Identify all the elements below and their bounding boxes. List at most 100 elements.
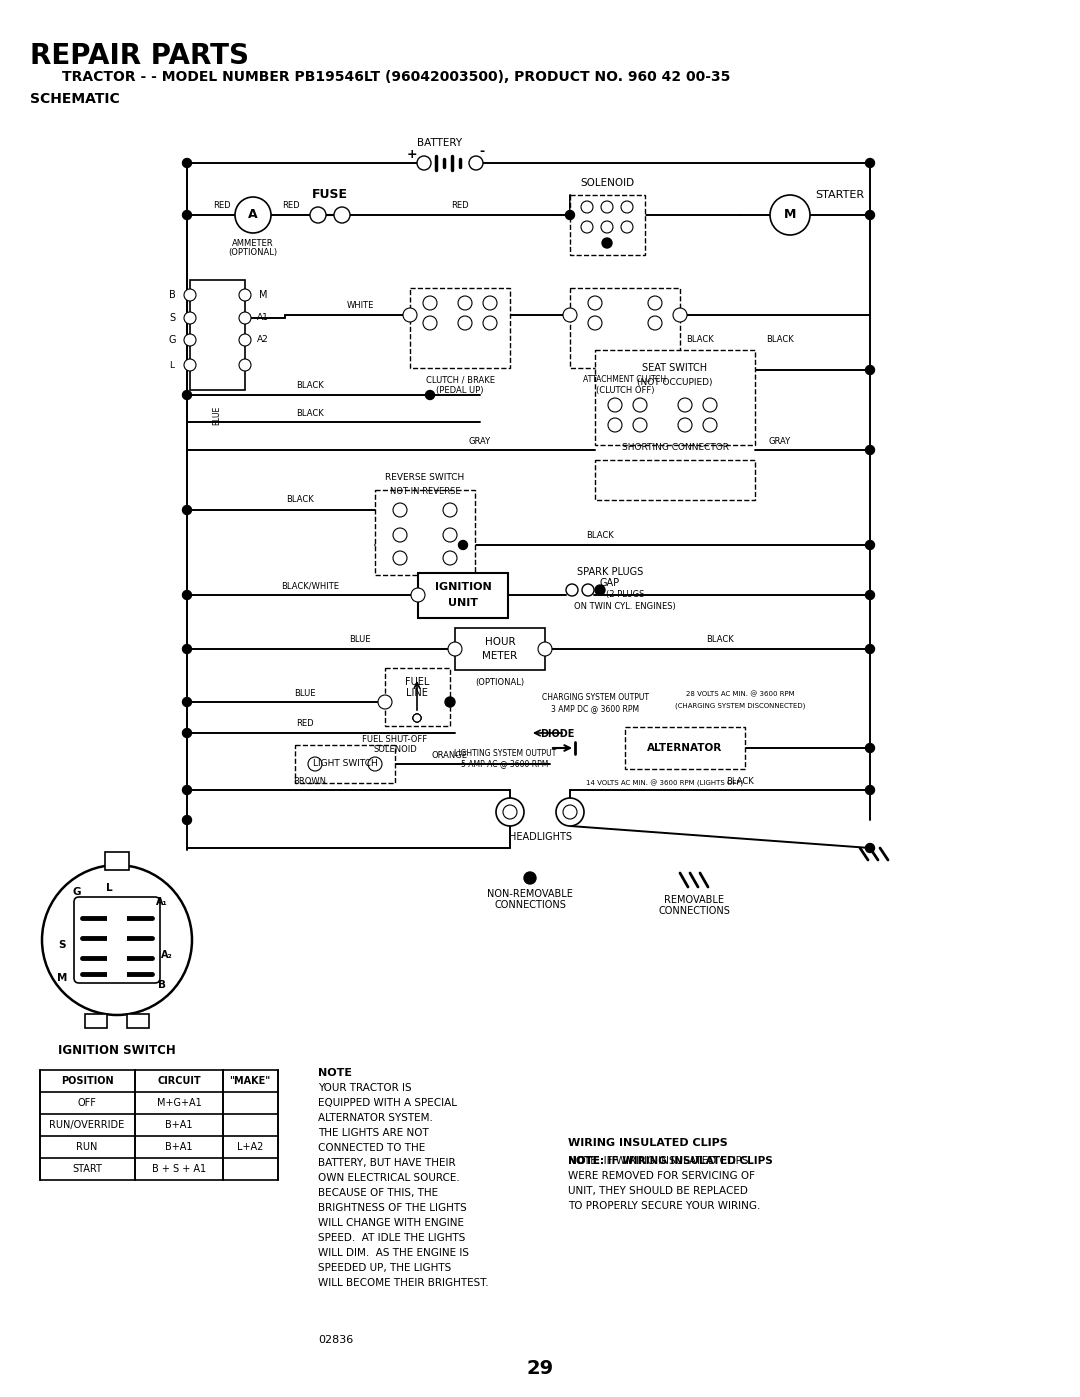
Circle shape bbox=[403, 307, 417, 321]
Circle shape bbox=[770, 196, 810, 235]
Text: SOLENOID: SOLENOID bbox=[580, 177, 634, 189]
Text: BATTERY: BATTERY bbox=[418, 138, 462, 148]
Circle shape bbox=[411, 588, 426, 602]
Text: BLACK: BLACK bbox=[766, 335, 794, 345]
Circle shape bbox=[417, 156, 431, 170]
Circle shape bbox=[235, 197, 271, 233]
Text: M: M bbox=[259, 291, 267, 300]
Text: A₂: A₂ bbox=[161, 950, 173, 960]
Circle shape bbox=[423, 316, 437, 330]
Text: REPAIR PARTS: REPAIR PARTS bbox=[30, 42, 249, 70]
Text: TRACTOR - - MODEL NUMBER PB19546LT (96042003500), PRODUCT NO. 960 42 00-35: TRACTOR - - MODEL NUMBER PB19546LT (9604… bbox=[62, 70, 730, 84]
Text: 02836: 02836 bbox=[318, 1336, 353, 1345]
Circle shape bbox=[239, 289, 251, 300]
Text: L: L bbox=[106, 883, 112, 893]
Bar bbox=[570, 288, 680, 367]
Circle shape bbox=[184, 312, 195, 324]
Text: ATTACHMENT CLUTCH: ATTACHMENT CLUTCH bbox=[583, 376, 666, 384]
Circle shape bbox=[581, 221, 593, 233]
Circle shape bbox=[378, 694, 392, 710]
Text: M: M bbox=[57, 972, 67, 983]
Circle shape bbox=[183, 506, 191, 514]
Text: METER: METER bbox=[483, 651, 517, 661]
Circle shape bbox=[703, 398, 717, 412]
Text: BLACK: BLACK bbox=[706, 636, 734, 644]
Circle shape bbox=[865, 743, 875, 753]
Circle shape bbox=[865, 844, 875, 852]
Circle shape bbox=[413, 714, 421, 722]
Circle shape bbox=[413, 714, 421, 722]
Circle shape bbox=[413, 714, 421, 722]
Text: UNIT: UNIT bbox=[448, 598, 478, 608]
Text: -: - bbox=[480, 145, 485, 158]
Text: LINE: LINE bbox=[406, 687, 428, 698]
Text: WIRING INSULATED CLIPS: WIRING INSULATED CLIPS bbox=[568, 1139, 728, 1148]
Text: BLACK: BLACK bbox=[686, 335, 714, 345]
Text: SOLENOID: SOLENOID bbox=[373, 746, 417, 754]
Circle shape bbox=[703, 418, 717, 432]
Circle shape bbox=[582, 584, 594, 597]
FancyBboxPatch shape bbox=[75, 897, 160, 983]
Circle shape bbox=[443, 528, 457, 542]
Bar bbox=[85, 1014, 107, 1028]
Text: ALTERNATOR: ALTERNATOR bbox=[647, 743, 723, 753]
Text: BRIGHTNESS OF THE LIGHTS: BRIGHTNESS OF THE LIGHTS bbox=[318, 1203, 467, 1213]
Text: OWN ELECTRICAL SOURCE.: OWN ELECTRICAL SOURCE. bbox=[318, 1173, 460, 1183]
Text: CONNECTIONS: CONNECTIONS bbox=[494, 900, 566, 909]
Text: B+A1: B+A1 bbox=[165, 1120, 192, 1130]
Text: STARTER: STARTER bbox=[815, 190, 865, 200]
Circle shape bbox=[483, 296, 497, 310]
Circle shape bbox=[239, 312, 251, 324]
Text: SHORTING CONNECTOR: SHORTING CONNECTOR bbox=[621, 443, 729, 453]
Text: L: L bbox=[170, 360, 175, 369]
Bar bbox=[625, 726, 745, 768]
Circle shape bbox=[608, 418, 622, 432]
Circle shape bbox=[458, 296, 472, 310]
Text: BLACK: BLACK bbox=[296, 381, 324, 391]
Circle shape bbox=[865, 211, 875, 219]
Text: ON TWIN CYL. ENGINES): ON TWIN CYL. ENGINES) bbox=[575, 602, 676, 612]
Text: CHARGING SYSTEM OUTPUT: CHARGING SYSTEM OUTPUT bbox=[541, 693, 648, 701]
Text: "MAKE": "MAKE" bbox=[229, 1076, 271, 1085]
Circle shape bbox=[633, 398, 647, 412]
Circle shape bbox=[458, 316, 472, 330]
Text: LIGHT SWITCH: LIGHT SWITCH bbox=[312, 760, 377, 768]
Text: START: START bbox=[72, 1164, 102, 1173]
Bar bbox=[595, 460, 755, 500]
Text: EQUIPPED WITH A SPECIAL: EQUIPPED WITH A SPECIAL bbox=[318, 1098, 457, 1108]
Text: A₁: A₁ bbox=[157, 897, 167, 907]
Text: NOT IN REVERSE: NOT IN REVERSE bbox=[390, 486, 460, 496]
Circle shape bbox=[184, 359, 195, 372]
Text: (2 PLUGS: (2 PLUGS bbox=[606, 591, 644, 599]
Text: B+A1: B+A1 bbox=[165, 1141, 192, 1153]
Circle shape bbox=[648, 296, 662, 310]
Text: (PEDAL UP): (PEDAL UP) bbox=[436, 386, 484, 394]
Circle shape bbox=[563, 805, 577, 819]
Text: 5 AMP AC @ 3600 RPM: 5 AMP AC @ 3600 RPM bbox=[461, 760, 549, 768]
Circle shape bbox=[459, 541, 468, 549]
Bar bbox=[190, 279, 245, 390]
Text: RED: RED bbox=[213, 201, 231, 211]
Text: FUSE: FUSE bbox=[312, 189, 348, 201]
Text: AMMETER: AMMETER bbox=[232, 239, 274, 247]
Text: RED: RED bbox=[451, 201, 469, 211]
Circle shape bbox=[563, 307, 577, 321]
Circle shape bbox=[413, 714, 421, 722]
Bar bbox=[295, 745, 395, 782]
Circle shape bbox=[445, 697, 455, 707]
Circle shape bbox=[566, 211, 575, 219]
Circle shape bbox=[239, 359, 251, 372]
Bar bbox=[595, 351, 755, 446]
Text: BLACK: BLACK bbox=[726, 777, 754, 785]
Text: REMOVABLE: REMOVABLE bbox=[664, 895, 724, 905]
Text: IGNITION SWITCH: IGNITION SWITCH bbox=[58, 1044, 176, 1056]
Circle shape bbox=[633, 418, 647, 432]
Bar bbox=[107, 935, 127, 942]
Circle shape bbox=[183, 697, 191, 707]
Text: FUEL: FUEL bbox=[405, 678, 429, 687]
Text: WERE REMOVED FOR SERVICING OF: WERE REMOVED FOR SERVICING OF bbox=[568, 1171, 755, 1180]
Text: ALTERNATOR SYSTEM.: ALTERNATOR SYSTEM. bbox=[318, 1113, 433, 1123]
Text: SEAT SWITCH: SEAT SWITCH bbox=[643, 363, 707, 373]
Circle shape bbox=[183, 158, 191, 168]
Circle shape bbox=[184, 289, 195, 300]
